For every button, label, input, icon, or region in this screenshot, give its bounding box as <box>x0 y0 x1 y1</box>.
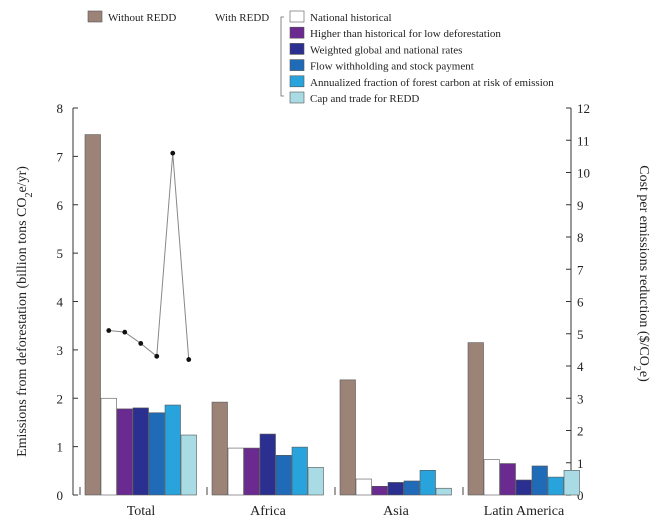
cost-point <box>122 329 128 335</box>
bar <box>483 459 500 496</box>
left-tick-label: 1 <box>57 440 64 455</box>
bar <box>211 401 228 496</box>
legend-swatch <box>289 10 305 23</box>
bar <box>563 470 580 496</box>
bar <box>387 482 404 496</box>
legend-label: Annualized fraction of forest carbon at … <box>310 77 554 89</box>
legend-swatch <box>289 91 305 104</box>
category-label: Asia <box>383 504 409 519</box>
cost-point <box>106 328 112 333</box>
cost-point <box>170 150 176 156</box>
bar <box>339 379 356 496</box>
right-tick-label: 11 <box>577 133 590 148</box>
bar <box>164 404 181 496</box>
bar <box>499 463 516 496</box>
legend-swatch <box>289 59 305 71</box>
right-tick-label: 9 <box>577 198 584 213</box>
bar <box>307 467 324 496</box>
right-tick-label: 1 <box>577 456 584 471</box>
legend-label: Higher than historical for low deforesta… <box>310 28 501 40</box>
legend-bracket <box>280 16 284 97</box>
y-axis-label-right: Cost per emissions reduction ($/CO2e) <box>632 165 652 382</box>
right-tick-label: 6 <box>577 295 584 310</box>
right-tick-label: 4 <box>577 359 584 374</box>
left-tick-label: 5 <box>57 246 64 261</box>
right-tick-label: 5 <box>577 327 584 342</box>
legend-label: Cap and trade for REDD <box>310 93 419 105</box>
right-tick-label: 2 <box>577 424 584 439</box>
bar <box>227 447 244 496</box>
bar <box>531 465 548 496</box>
legend-swatch <box>289 75 305 88</box>
bar <box>148 412 165 496</box>
bar <box>371 485 388 496</box>
cost-point <box>138 341 144 346</box>
legend-swatch <box>289 26 305 39</box>
cost-point <box>186 357 192 362</box>
right-tick-label: 12 <box>577 101 590 116</box>
bar <box>355 478 372 496</box>
bar <box>291 446 308 496</box>
left-tick-label: 3 <box>57 343 64 358</box>
right-tick-label: 3 <box>577 391 584 406</box>
right-tick-label: 7 <box>577 262 584 277</box>
bar <box>243 447 260 496</box>
left-tick-label: 6 <box>57 198 64 213</box>
bar <box>180 434 197 496</box>
left-tick-label: 0 <box>57 488 64 503</box>
bar <box>100 397 117 496</box>
bar <box>403 480 420 496</box>
legend: Without REDD With REDD National historical… <box>87 10 554 105</box>
bar <box>116 408 133 496</box>
bar <box>259 433 276 496</box>
y-axis-label-left: Emissions from deforestation (billion to… <box>15 166 35 457</box>
legend-swatch <box>289 43 305 55</box>
right-tick-label: 10 <box>577 166 590 181</box>
legend-label: Weighted global and national rates <box>310 44 462 56</box>
legend-label: Without REDD <box>108 12 176 24</box>
cost-line <box>106 150 192 362</box>
cost-point <box>154 353 160 359</box>
left-tick-label: 8 <box>57 101 64 116</box>
legend-group-label: With REDD <box>215 12 269 24</box>
bars: Total Africa Asia Latin America <box>79 134 580 519</box>
bar <box>467 342 484 496</box>
bar <box>275 455 292 496</box>
bar <box>84 134 101 496</box>
left-tick-label: 4 <box>57 295 64 310</box>
legend-swatch <box>87 10 103 23</box>
cost-line-path <box>108 153 190 360</box>
right-tick-label: 8 <box>577 230 584 245</box>
category-label: Total <box>127 504 156 519</box>
bar <box>547 476 564 496</box>
legend-label: National historical <box>310 12 392 24</box>
bar <box>132 407 149 496</box>
left-tick-label: 7 <box>57 149 64 164</box>
bar <box>435 487 452 496</box>
legend-label: Flow withholding and stock payment <box>310 61 474 73</box>
category-label: Latin America <box>484 504 565 519</box>
bar <box>515 479 532 496</box>
category-label: Africa <box>250 504 287 519</box>
right-tick-label: 0 <box>577 488 584 503</box>
bar <box>419 470 436 496</box>
left-tick-label: 2 <box>57 391 64 406</box>
